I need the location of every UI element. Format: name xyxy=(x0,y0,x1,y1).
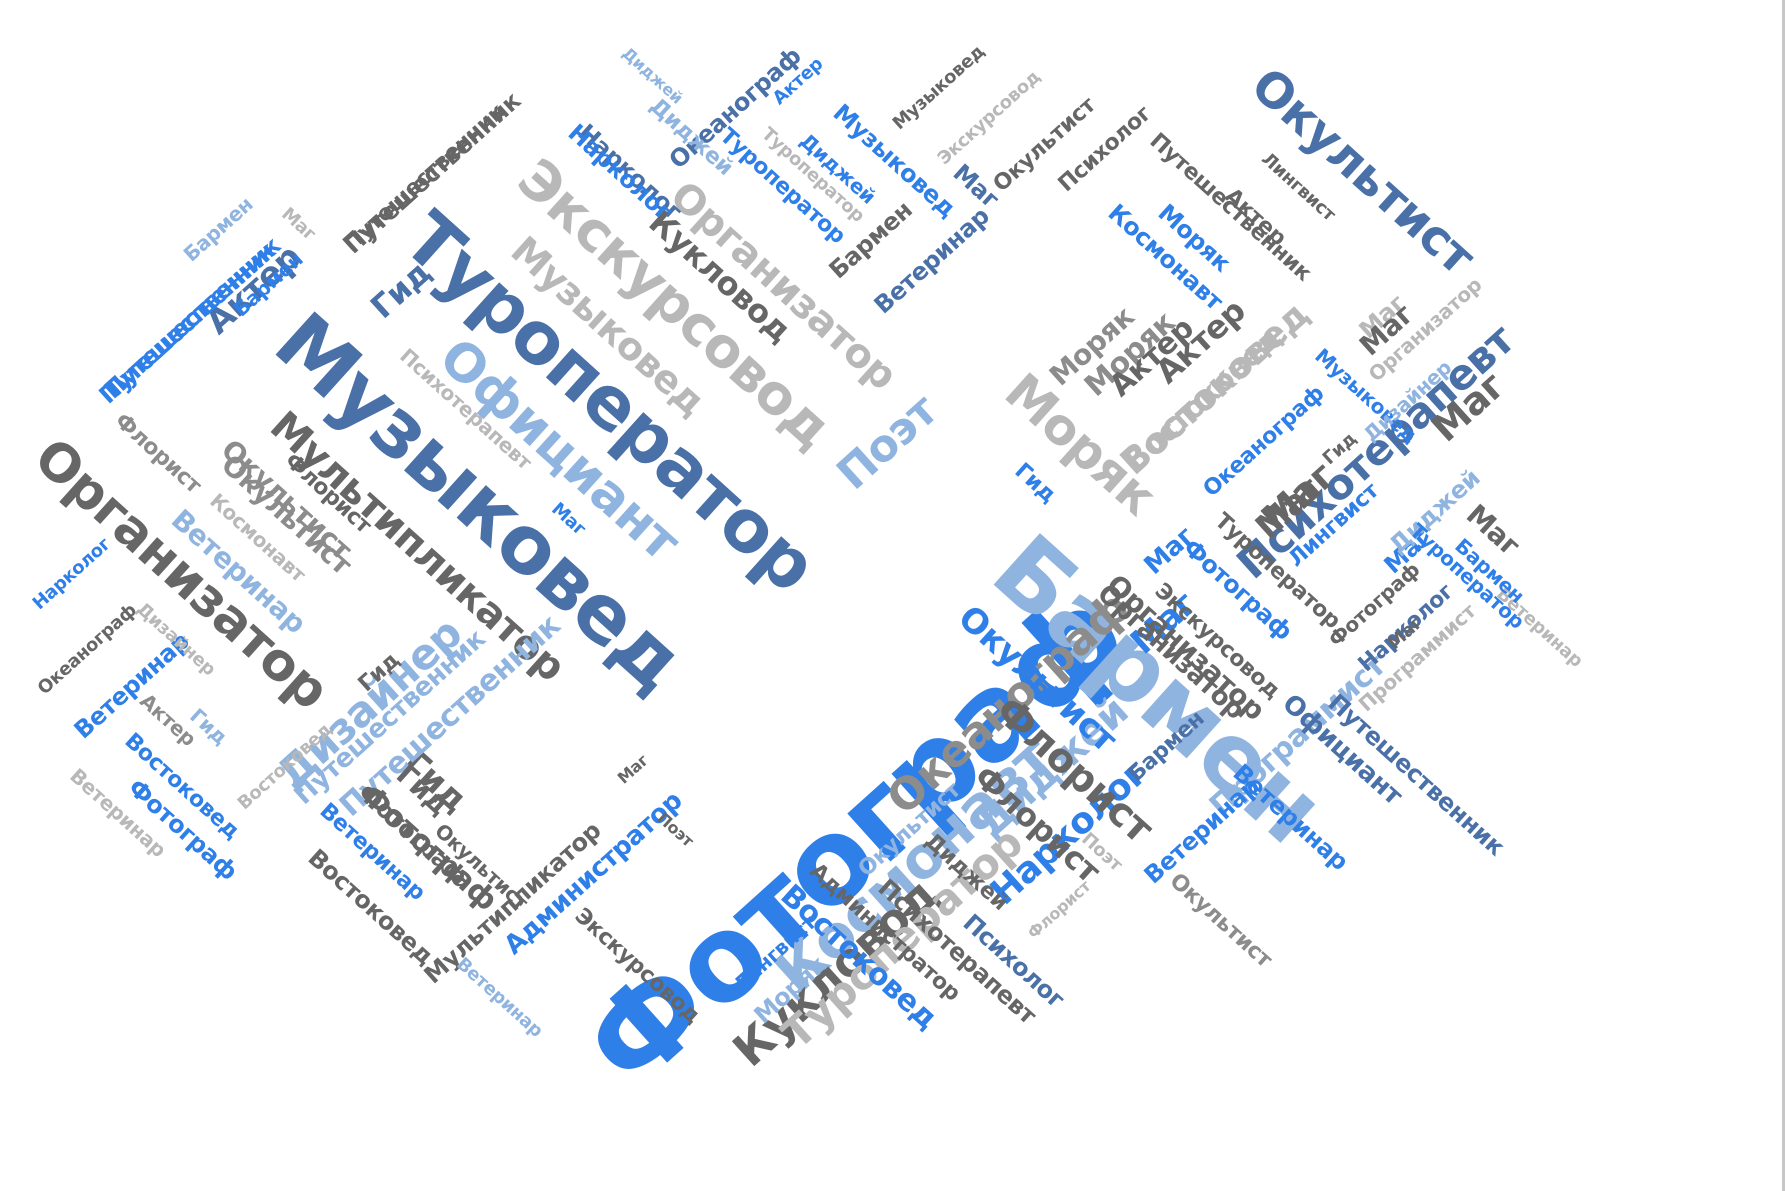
word-cloud-word: Путешественник xyxy=(93,236,281,410)
word-cloud-word: Поэт xyxy=(827,384,948,500)
word-cloud-word: Маг xyxy=(1138,521,1200,581)
right-edge-divider xyxy=(1782,0,1785,1191)
word-cloud-word: Гид xyxy=(1009,458,1061,508)
word-cloud-word: Диджей xyxy=(618,43,687,108)
word-cloud-word: Маг xyxy=(277,203,320,245)
word-cloud-word: Окультист xyxy=(1164,868,1277,973)
word-cloud-word: Нарколог xyxy=(28,533,115,615)
word-cloud-word: Маг xyxy=(613,750,652,788)
word-cloud-word: Ветеринар xyxy=(452,953,547,1042)
